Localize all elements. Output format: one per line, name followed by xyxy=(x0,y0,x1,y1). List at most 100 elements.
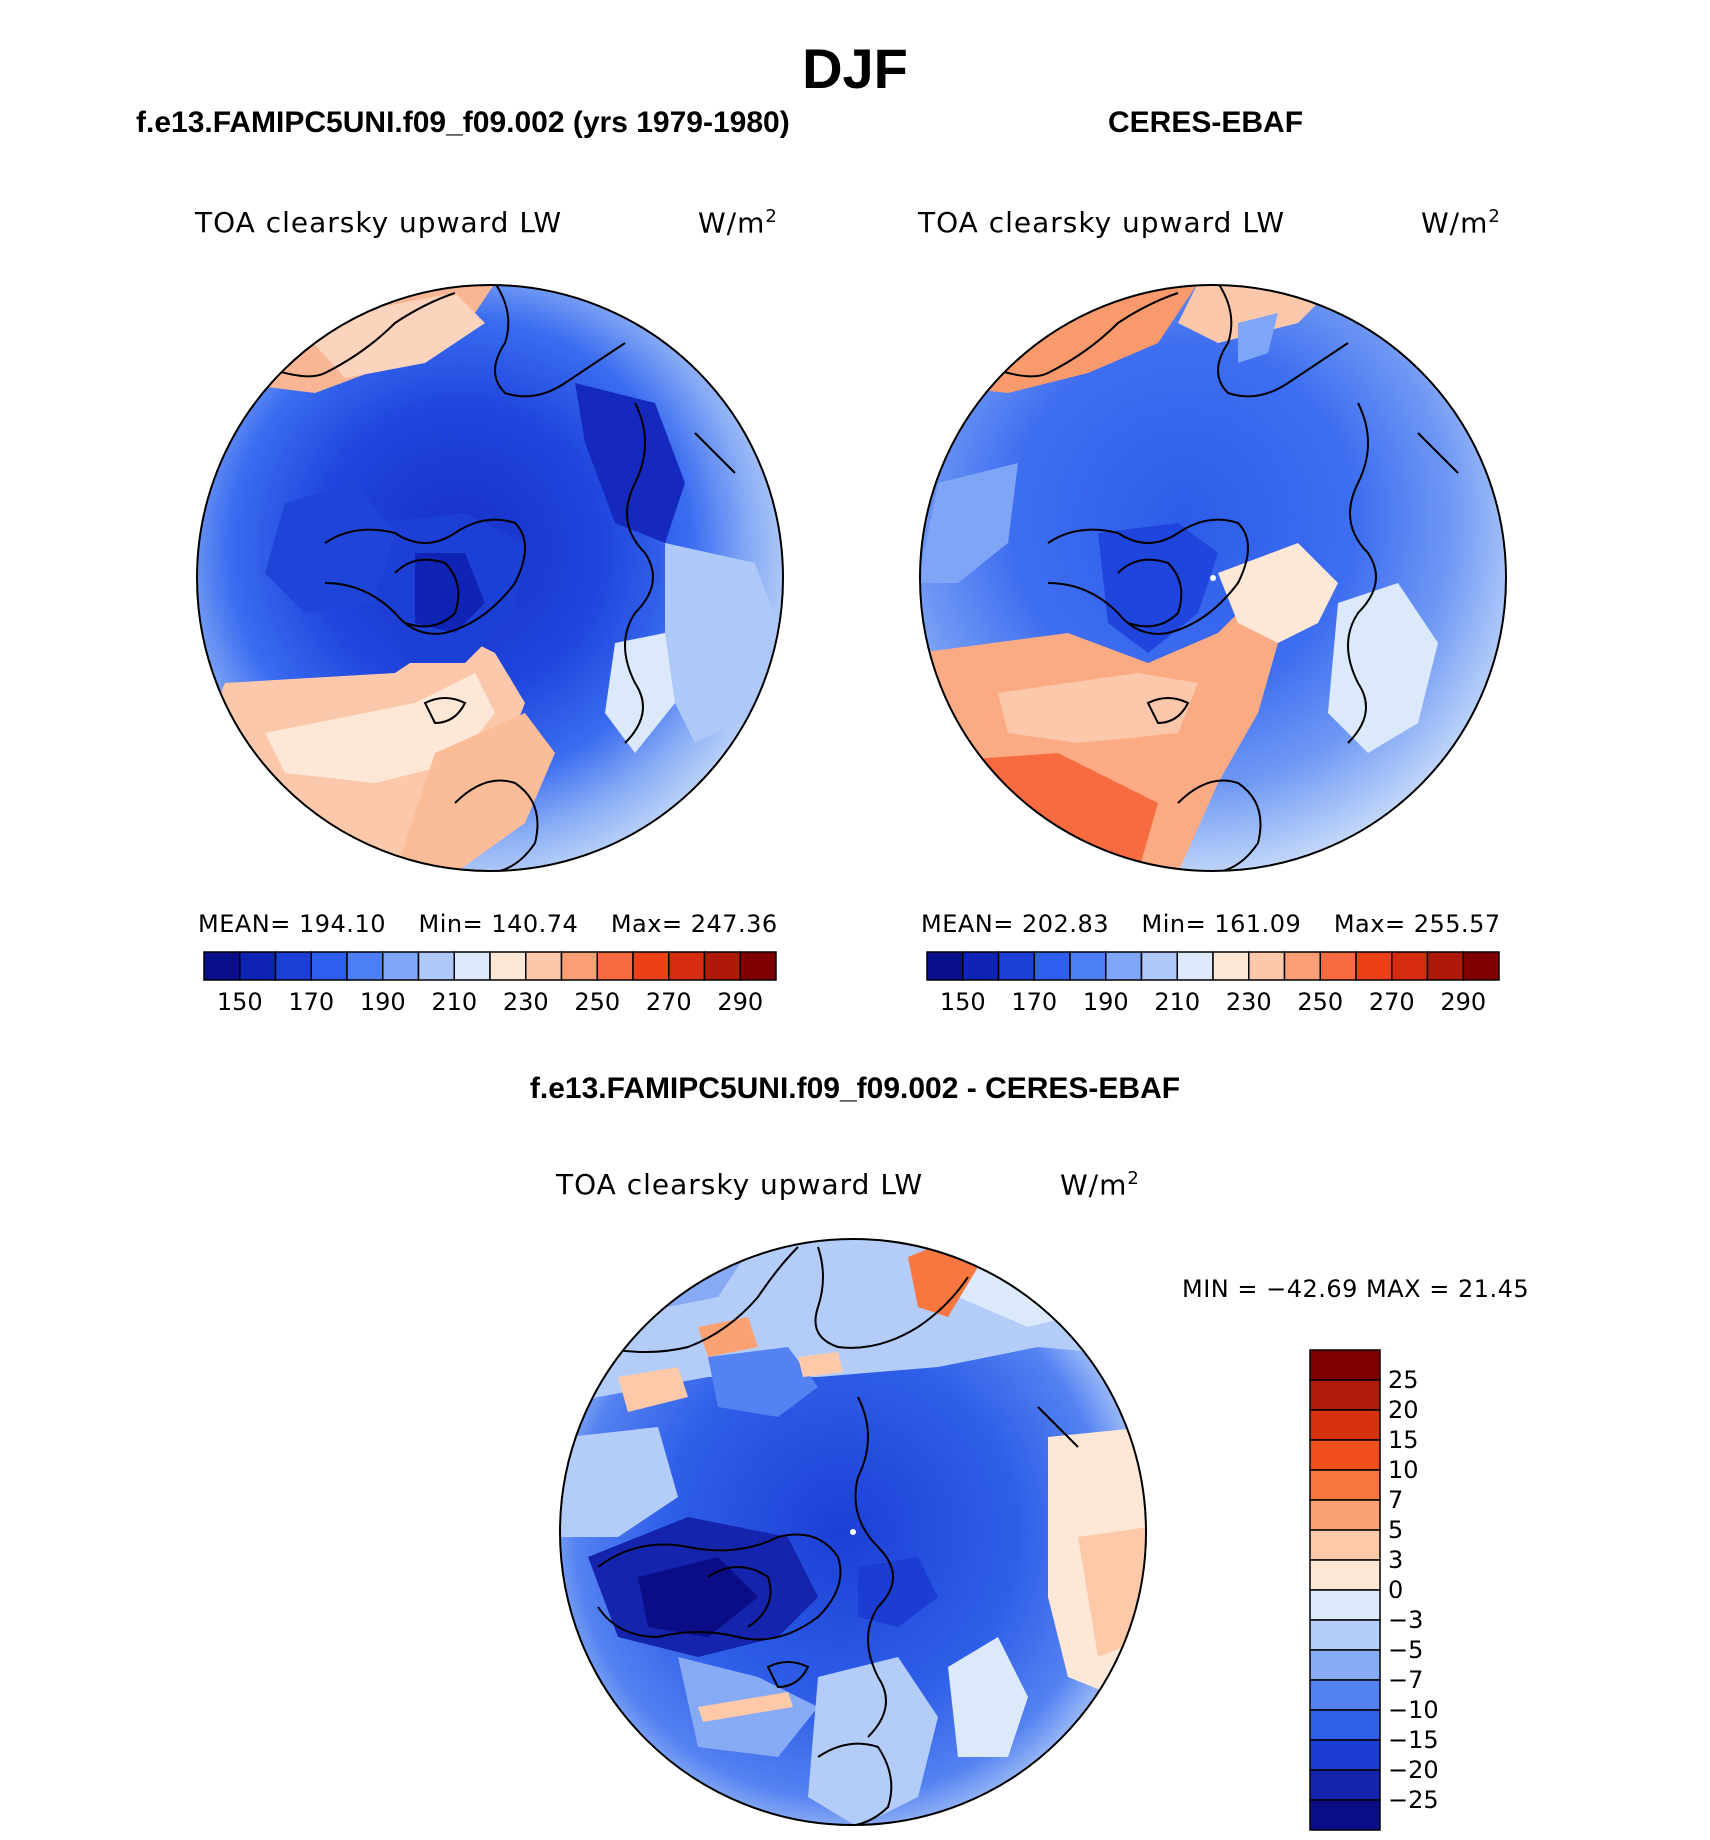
obs-panel-title: CERES-EBAF xyxy=(1108,106,1304,139)
diff-colorbar-tick-label: 0 xyxy=(1388,1576,1404,1604)
diff-polar-map xyxy=(559,1238,1147,1826)
diff-colorbar-tick-label: −15 xyxy=(1388,1726,1439,1754)
colorbar-swatch xyxy=(1248,951,1286,981)
diff-colorbar-swatch xyxy=(1309,1769,1381,1801)
colorbar-swatch xyxy=(997,951,1035,981)
colorbar-swatch xyxy=(417,951,455,981)
colorbar-swatch xyxy=(1105,951,1143,981)
colorbar-tick-label: 270 xyxy=(645,988,692,1016)
obs-variable-label: TOA clearsky upward LW xyxy=(918,206,1286,239)
colorbar-swatch xyxy=(1391,951,1429,981)
obs-polar-map xyxy=(919,284,1507,872)
diff-variable-label: TOA clearsky upward LW xyxy=(556,1168,924,1201)
diff-colorbar-tick-label: 20 xyxy=(1388,1396,1419,1424)
diff-colorbar-tick-label: −10 xyxy=(1388,1696,1439,1724)
colorbar-tick-label: 210 xyxy=(1154,988,1201,1016)
diff-colorbar xyxy=(1309,1349,1381,1831)
diff-colorbar-swatch xyxy=(1309,1469,1381,1501)
diff-colorbar-tick-label: −7 xyxy=(1388,1666,1424,1694)
diff-map-boundary xyxy=(559,1238,1147,1826)
colorbar-swatch xyxy=(632,951,670,981)
colorbar-tick-label: 290 xyxy=(1440,988,1487,1016)
diff-colorbar-swatch xyxy=(1309,1409,1381,1441)
obs-colorbar xyxy=(926,951,1500,981)
diff-colorbar-swatch xyxy=(1309,1439,1381,1471)
diff-colorbar-swatch xyxy=(1309,1739,1381,1771)
colorbar-swatch xyxy=(346,951,384,981)
diff-colorbar-swatch xyxy=(1309,1649,1381,1681)
diff-colorbar-swatch xyxy=(1309,1559,1381,1591)
diff-colorbar-swatch xyxy=(1309,1709,1381,1741)
colorbar-swatch xyxy=(703,951,741,981)
colorbar-swatch xyxy=(739,951,777,981)
colorbar-swatch xyxy=(596,951,634,981)
colorbar-swatch xyxy=(962,951,1000,981)
colorbar-tick-label: 190 xyxy=(359,988,406,1016)
colorbar-tick-label: 250 xyxy=(1297,988,1344,1016)
model-units-label: W/m2 xyxy=(698,206,778,240)
model-colorbar xyxy=(203,951,777,981)
colorbar-swatch xyxy=(926,951,964,981)
colorbar-swatch xyxy=(274,951,312,981)
obs-pole-point xyxy=(1210,575,1216,581)
model-panel-title: f.e13.FAMIPC5UNI.f09_f09.002 (yrs 1979-1… xyxy=(136,106,790,139)
diff-colorbar-swatch xyxy=(1309,1349,1381,1381)
colorbar-swatch xyxy=(239,951,277,981)
colorbar-swatch xyxy=(1069,951,1107,981)
diff-colorbar-swatch xyxy=(1309,1679,1381,1711)
colorbar-swatch xyxy=(525,951,563,981)
diff-colorbar-tick-label: −25 xyxy=(1388,1786,1439,1814)
colorbar-swatch xyxy=(1283,951,1321,981)
diff-colorbar-tick-label: 3 xyxy=(1388,1546,1404,1574)
colorbar-swatch xyxy=(1319,951,1357,981)
colorbar-swatch xyxy=(1212,951,1250,981)
diff-coastlines xyxy=(597,1246,1079,1825)
obs-units-label: W/m2 xyxy=(1421,206,1501,240)
colorbar-swatch xyxy=(1140,951,1178,981)
colorbar-swatch xyxy=(1426,951,1464,981)
model-stats: MEAN= 194.10 Min= 140.74 Max= 247.36 xyxy=(198,910,778,938)
diff-colorbar-tick-label: −3 xyxy=(1388,1606,1424,1634)
colorbar-swatch xyxy=(1033,951,1071,981)
diff-colorbar-swatch xyxy=(1309,1619,1381,1651)
colorbar-tick-label: 210 xyxy=(431,988,478,1016)
diff-pole-point xyxy=(850,1529,856,1535)
colorbar-tick-label: 230 xyxy=(1225,988,1272,1016)
diff-colorbar-swatch xyxy=(1309,1499,1381,1531)
diff-colorbar-tick-label: −5 xyxy=(1388,1636,1424,1664)
diff-colorbar-tick-label: 15 xyxy=(1388,1426,1419,1454)
colorbar-swatch xyxy=(1355,951,1393,981)
model-max-value: 247.36 xyxy=(690,910,778,938)
diff-colorbar-tick-label: 10 xyxy=(1388,1456,1419,1484)
colorbar-swatch xyxy=(453,951,491,981)
diff-panel-title: f.e13.FAMIPC5UNI.f09_f09.002 - CERES-EBA… xyxy=(529,1072,1181,1105)
diff-colorbar-swatch xyxy=(1309,1589,1381,1621)
colorbar-tick-label: 170 xyxy=(288,988,335,1016)
colorbar-swatch xyxy=(668,951,706,981)
obs-mean-value: 202.83 xyxy=(1022,910,1109,938)
diff-colorbar-tick-label: 25 xyxy=(1388,1366,1419,1394)
colorbar-tick-label: 170 xyxy=(1011,988,1058,1016)
diff-colorbar-swatch xyxy=(1309,1379,1381,1411)
diff-units-label: W/m2 xyxy=(1060,1168,1140,1202)
obs-min-value: 161.09 xyxy=(1214,910,1302,938)
obs-stats: MEAN= 202.83 Min= 161.09 Max= 255.57 xyxy=(921,910,1501,938)
colorbar-swatch xyxy=(489,951,527,981)
obs-coastlines xyxy=(977,285,1459,871)
diff-colorbar-swatch xyxy=(1309,1799,1381,1831)
model-mean-value: 194.10 xyxy=(299,910,386,938)
colorbar-swatch xyxy=(1462,951,1500,981)
colorbar-tick-label: 150 xyxy=(216,988,263,1016)
model-polar-map xyxy=(196,284,784,872)
colorbar-tick-label: 190 xyxy=(1082,988,1129,1016)
obs-max-value: 255.57 xyxy=(1413,910,1501,938)
figure-season-title: DJF xyxy=(802,37,908,100)
diff-colorbar-tick-label: 7 xyxy=(1388,1486,1404,1514)
colorbar-tick-label: 230 xyxy=(502,988,549,1016)
model-variable-label: TOA clearsky upward LW xyxy=(195,206,563,239)
colorbar-swatch xyxy=(382,951,420,981)
diff-minmax-label: MIN = −42.69 MAX = 21.45 xyxy=(1182,1275,1530,1303)
model-map-boundary xyxy=(196,284,784,872)
colorbar-swatch xyxy=(203,951,241,981)
colorbar-tick-label: 150 xyxy=(939,988,986,1016)
